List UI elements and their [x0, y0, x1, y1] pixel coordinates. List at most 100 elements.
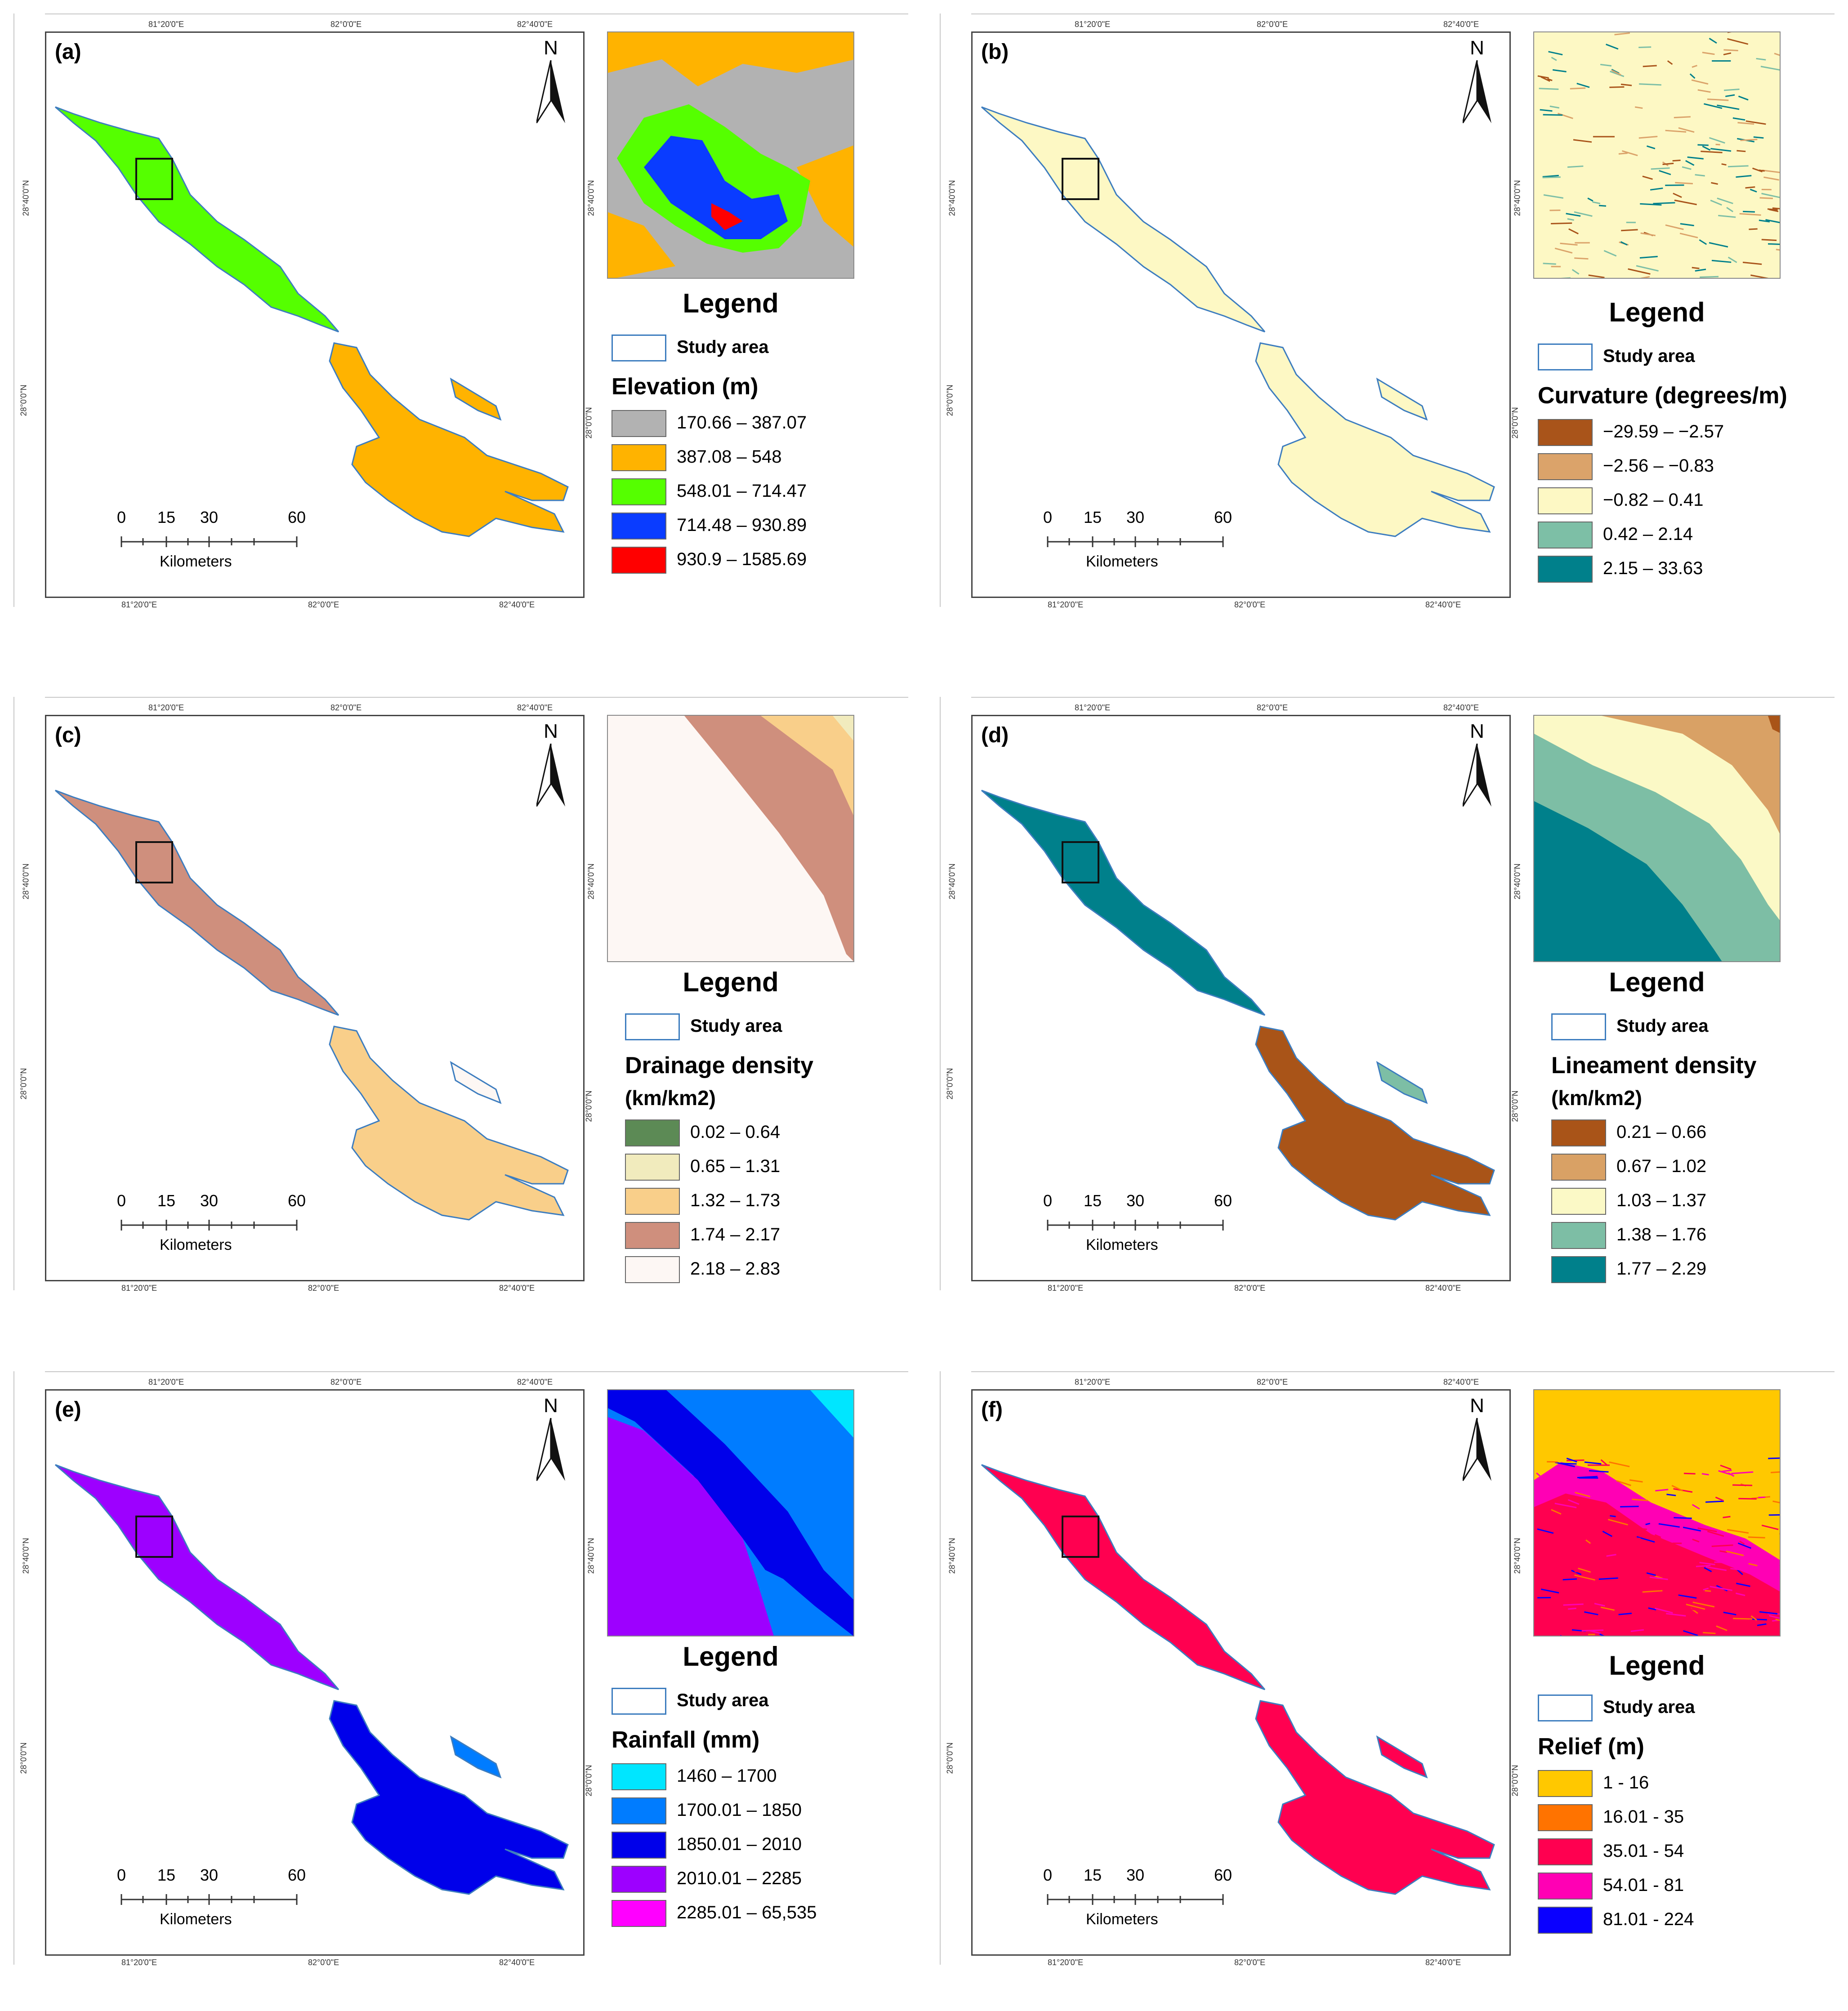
scale-tick-30: 30	[1126, 508, 1145, 526]
texture-stroke	[1718, 1470, 1731, 1475]
scale-tick-15: 15	[1083, 508, 1102, 526]
legend-class-2: 1700.01 – 1850	[612, 1796, 904, 1830]
legend-class-label: 16.01 - 35	[1603, 1807, 1684, 1827]
texture-stroke	[1632, 1498, 1648, 1501]
inset-raster	[608, 716, 853, 961]
scale-bar: 0 15 30 60 Kilometers	[116, 1191, 324, 1253]
lat-label-right-1: 28°40'0"N	[586, 180, 596, 216]
study-area-label: Study area	[1616, 1016, 1709, 1036]
texture-stroke	[1585, 1539, 1591, 1544]
scale-tick-0: 0	[1043, 1866, 1053, 1884]
legend: Study area Lineament density (km/km2) 0.…	[1551, 1012, 1844, 1289]
legend: Study area Elevation (m) 170.66 – 387.07…	[612, 333, 904, 579]
study-area-map	[55, 789, 569, 1221]
texture-stroke	[1648, 1607, 1656, 1610]
texture-stroke	[1625, 1526, 1647, 1530]
texture-stroke	[1711, 259, 1732, 263]
study-area-polygon-north	[55, 789, 339, 1016]
texture-stroke	[1629, 1479, 1643, 1483]
texture-stroke	[1602, 1530, 1613, 1537]
scale-tick-0: 0	[116, 1191, 126, 1210]
texture-stroke	[1616, 1480, 1631, 1486]
texture-stroke	[1653, 1559, 1667, 1562]
study-area-polygon-south	[1255, 1026, 1495, 1221]
legend-class-label: 170.66 – 387.07	[677, 413, 807, 433]
north-letter: N	[1470, 720, 1484, 742]
texture-stroke	[1611, 69, 1621, 76]
texture-stroke	[1715, 143, 1720, 146]
lon-label-top-1: 81°20'0"E	[1075, 703, 1111, 712]
study-area-polygon-island	[450, 377, 502, 421]
legend-class-4: 1.74 – 2.17	[625, 1220, 917, 1254]
map-panel-elevation: 81°20'0"E 82°0'0"E 82°40'0"E 81°20'0"E 8…	[13, 13, 908, 609]
texture-stroke	[1606, 1554, 1616, 1557]
relief-texture	[1536, 1457, 1780, 1636]
lon-label-bottom-1: 81°20'0"E	[121, 1958, 157, 1967]
texture-stroke	[1540, 109, 1553, 112]
legend-swatch	[612, 1832, 666, 1859]
study-area-polygon-north	[981, 789, 1266, 1016]
lon-label-top-1: 81°20'0"E	[148, 703, 184, 712]
texture-stroke	[1753, 136, 1764, 139]
texture-stroke	[1705, 1566, 1727, 1571]
legend: Study area Rainfall (mm) 1460 – 1700 170…	[612, 1686, 904, 1932]
lat-label-left-2: 28°0'0"N	[945, 1068, 955, 1100]
texture-stroke	[1662, 1573, 1673, 1578]
texture-stroke	[1710, 1574, 1731, 1577]
legend-swatch	[625, 1256, 680, 1283]
legend-class-label: 0.65 – 1.31	[690, 1156, 781, 1176]
lat-label-left-1: 28°40'0"N	[21, 863, 31, 900]
texture-stroke	[1642, 1590, 1663, 1593]
texture-stroke	[1543, 263, 1556, 265]
lon-label-top-3: 82°40'0"E	[517, 703, 553, 712]
lon-label-top-1: 81°20'0"E	[148, 20, 184, 29]
texture-stroke	[1697, 89, 1711, 93]
texture-stroke	[1709, 137, 1725, 144]
texture-stroke	[1722, 1599, 1736, 1601]
lat-label-left-2: 28°0'0"N	[945, 384, 955, 416]
texture-stroke	[1662, 162, 1674, 165]
texture-stroke	[1654, 1607, 1673, 1614]
legend-variable-title: Relief (m)	[1538, 1734, 1644, 1760]
texture-stroke	[1610, 71, 1625, 77]
study-area-map	[981, 1464, 1495, 1895]
lon-label-bottom-2: 82°0'0"E	[308, 1958, 339, 1967]
texture-stroke	[1723, 52, 1732, 56]
texture-stroke	[1723, 1516, 1731, 1518]
legend-swatch	[1538, 522, 1593, 548]
legend-variable-unit: (km/km2)	[1551, 1086, 1642, 1110]
scale-tick-15: 15	[157, 508, 176, 526]
texture-stroke	[1552, 1477, 1575, 1480]
texture-stroke	[1570, 1553, 1584, 1556]
texture-stroke	[1775, 1619, 1780, 1621]
inset-raster	[608, 1390, 853, 1636]
map-panel-rainfall: 81°20'0"E 82°0'0"E 82°40'0"E 81°20'0"E 8…	[13, 1371, 908, 1967]
texture-stroke	[1614, 1587, 1623, 1592]
legend: Study area Drainage density (km/km2) 0.0…	[625, 1012, 917, 1289]
texture-stroke	[1554, 247, 1573, 254]
inset-zoom-map	[607, 715, 854, 962]
texture-stroke	[1672, 159, 1681, 162]
texture-stroke	[1717, 197, 1733, 205]
texture-stroke	[1571, 269, 1580, 275]
texture-stroke	[1587, 197, 1594, 202]
texture-stroke	[1689, 73, 1696, 79]
legend-swatch	[612, 1797, 666, 1824]
texture-stroke	[1779, 1565, 1780, 1566]
texture-stroke	[1736, 1583, 1750, 1587]
texture-stroke	[1679, 232, 1698, 239]
scale-tick-60: 60	[1214, 1866, 1232, 1884]
lon-label-top-2: 82°0'0"E	[330, 20, 362, 29]
texture-stroke	[1750, 274, 1769, 278]
texture-stroke	[1578, 1567, 1591, 1573]
texture-stroke	[1650, 187, 1663, 191]
legend-class-label: 35.01 - 54	[1603, 1841, 1684, 1861]
study-area-polygon-north	[55, 106, 339, 333]
texture-stroke	[1727, 165, 1749, 168]
texture-stroke	[1714, 1561, 1727, 1564]
legend-class-3: 1.32 – 1.73	[625, 1186, 917, 1220]
texture-stroke	[1696, 1565, 1711, 1567]
legend-study-area: Study area	[612, 1686, 904, 1720]
panel-label: (e)	[55, 1398, 81, 1422]
legend-class-3: 1850.01 – 2010	[612, 1830, 904, 1864]
